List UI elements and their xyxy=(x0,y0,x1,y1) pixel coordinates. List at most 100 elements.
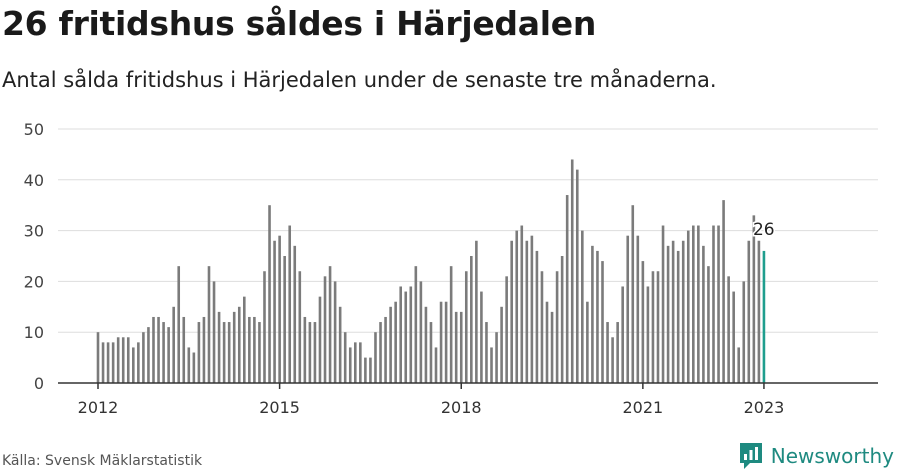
bar xyxy=(591,245,594,383)
bar xyxy=(142,332,145,383)
bar xyxy=(298,271,302,383)
bar xyxy=(162,322,165,383)
bar xyxy=(661,225,665,383)
bar xyxy=(702,245,705,383)
bar xyxy=(348,347,352,383)
bar xyxy=(374,332,377,383)
bar xyxy=(515,230,519,383)
bar xyxy=(495,332,498,383)
bar xyxy=(535,250,539,383)
bar xyxy=(197,322,201,383)
bar xyxy=(147,327,150,383)
y-tick-label: 40 xyxy=(24,171,44,190)
bar xyxy=(303,316,307,383)
bar xyxy=(449,266,453,383)
bar xyxy=(671,240,675,383)
bar xyxy=(202,316,206,383)
bar xyxy=(96,332,100,383)
bar xyxy=(596,250,599,383)
bar xyxy=(676,250,680,383)
bar xyxy=(626,235,630,383)
y-tick-label: 0 xyxy=(34,374,44,393)
newsworthy-logo-icon xyxy=(739,443,762,469)
bar xyxy=(727,276,730,383)
bar xyxy=(459,311,463,383)
bar xyxy=(485,322,488,383)
bar xyxy=(606,322,609,383)
bar xyxy=(369,357,372,383)
bar xyxy=(243,296,246,383)
bar xyxy=(313,322,317,383)
bar xyxy=(601,261,604,383)
x-tick-label: 2015 xyxy=(259,398,300,417)
bar xyxy=(409,286,413,383)
grid-lines xyxy=(58,128,878,333)
bar xyxy=(419,281,423,383)
bar xyxy=(212,281,216,383)
x-tick-label: 2021 xyxy=(623,398,664,417)
bar xyxy=(454,311,458,383)
bar xyxy=(283,256,286,383)
y-tick-label: 10 xyxy=(24,323,44,342)
bar xyxy=(414,266,418,383)
bar xyxy=(379,322,382,383)
bar xyxy=(737,347,741,383)
chart-subtitle: Antal sålda fritidshus i Härjedalen unde… xyxy=(2,68,717,92)
bar xyxy=(722,200,725,383)
bar-highlight xyxy=(762,250,766,383)
bar xyxy=(636,235,640,383)
bar xyxy=(167,327,170,383)
chart-title: 26 fritidshus såldes i Härjedalen xyxy=(2,4,597,43)
bar xyxy=(394,301,397,383)
highlight-value-label: 26 xyxy=(753,220,775,240)
bar xyxy=(631,205,635,383)
bar xyxy=(404,291,408,383)
bar xyxy=(646,286,650,383)
bar xyxy=(137,342,140,383)
bar xyxy=(207,266,211,383)
bar xyxy=(354,342,357,383)
bar xyxy=(328,266,332,383)
bar xyxy=(439,301,443,383)
bar xyxy=(505,276,508,383)
bar xyxy=(263,271,266,383)
bar xyxy=(308,322,312,383)
bar xyxy=(101,342,105,383)
bar xyxy=(111,342,115,383)
bar xyxy=(525,240,529,383)
y-tick-label: 20 xyxy=(24,272,44,291)
bar xyxy=(429,322,433,383)
bar xyxy=(424,306,428,383)
bar xyxy=(323,276,327,383)
bar xyxy=(570,159,574,383)
bar xyxy=(389,306,392,383)
source-note: Källa: Svensk Mäklarstatistik xyxy=(2,453,203,469)
bars xyxy=(96,159,766,383)
bar xyxy=(742,281,746,383)
bar xyxy=(253,316,256,383)
bar xyxy=(248,316,251,383)
bar xyxy=(293,245,297,383)
y-tick-label: 30 xyxy=(24,222,44,241)
bar xyxy=(586,301,589,383)
bar xyxy=(611,337,614,383)
bar xyxy=(581,230,584,383)
bar xyxy=(343,332,347,383)
bar xyxy=(747,240,751,383)
bar xyxy=(177,266,181,383)
bar xyxy=(656,271,660,383)
bar xyxy=(480,291,483,383)
bar xyxy=(575,169,579,383)
axes: 0 10 20 30 40 50 2012 2015 2018 2021 2023 26 xyxy=(24,120,878,417)
bar xyxy=(288,225,292,383)
bar xyxy=(550,311,554,383)
brand-logo[interactable]: Newsworthy xyxy=(738,441,894,471)
bar xyxy=(565,195,569,383)
bar xyxy=(666,245,670,383)
bar xyxy=(157,316,160,383)
bar xyxy=(540,271,544,383)
x-tick-label: 2018 xyxy=(441,398,482,417)
bar xyxy=(490,347,493,383)
bar xyxy=(278,235,281,383)
bar xyxy=(757,240,761,383)
